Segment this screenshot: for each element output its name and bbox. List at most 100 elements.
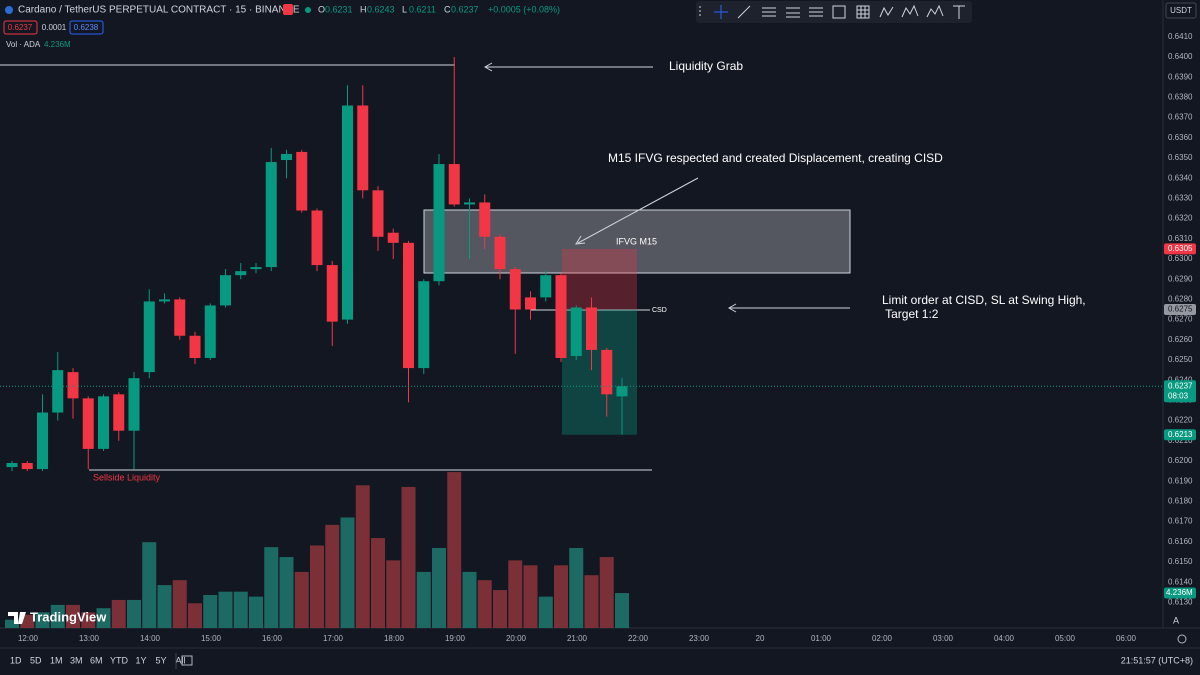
ohlc-label: L	[402, 4, 407, 14]
x-tick-label: 12:00	[18, 634, 39, 643]
currency-box[interactable]	[1165, 2, 1197, 19]
range-button[interactable]: 5Y	[156, 655, 167, 665]
candle-body	[403, 242, 414, 369]
market-status	[305, 7, 311, 13]
range-button[interactable]: 3M	[70, 655, 83, 665]
text-tool[interactable]	[953, 5, 965, 19]
candle-body	[479, 202, 491, 237]
position-tool[interactable]	[562, 248, 637, 435]
volume-bar	[264, 547, 279, 628]
range-button[interactable]: All	[176, 655, 186, 665]
x-tick-label: 20:00	[506, 634, 527, 643]
volume-bar	[508, 560, 523, 628]
volume-bar	[233, 591, 248, 628]
range-button[interactable]: 1Y	[136, 655, 147, 665]
x-tick-label: 04:00	[994, 634, 1015, 643]
ranges: 1D 5D 1M 3M 6M YTD 1Y 5Y All	[10, 655, 186, 665]
candle-body	[464, 202, 475, 205]
buy-box[interactable]	[69, 20, 104, 35]
volume-bar	[325, 524, 340, 628]
y-tick-label: 0.6160	[1168, 537, 1193, 546]
volume-tag: 4.236M	[1166, 588, 1193, 597]
entry-label: 0.6275	[1168, 305, 1193, 314]
candle-body	[555, 275, 567, 358]
rect-tool[interactable]	[832, 5, 846, 19]
volume-bar	[172, 580, 187, 628]
elliott-tool[interactable]	[926, 4, 944, 18]
range-button[interactable]: 6M	[90, 655, 103, 665]
settings-icon[interactable]	[1177, 634, 1187, 644]
channel-tool[interactable]	[786, 7, 800, 18]
entry-box	[1164, 304, 1196, 315]
fib-tool[interactable]	[762, 7, 776, 17]
candle-body	[540, 275, 552, 298]
candle-body	[296, 151, 308, 211]
volume-bar	[142, 542, 157, 628]
volume-bar	[35, 612, 50, 628]
table-tool[interactable]	[856, 5, 870, 19]
volume-bar	[294, 571, 309, 628]
symbol[interactable]: Cardano / TetherUS PERPETUAL CONTRACT · …	[18, 5, 300, 16]
volume-bar	[401, 486, 416, 628]
logo-icon	[8, 612, 26, 624]
y-tick-label: 0.6220	[1168, 416, 1193, 425]
y-tick-label: 0.6370	[1168, 113, 1193, 122]
candle-body	[311, 210, 323, 266]
x-tick-label: 22:00	[628, 634, 649, 643]
x-tick-label: 03:00	[933, 634, 954, 643]
path-tool[interactable]	[879, 6, 894, 18]
volume-tag-box	[1164, 587, 1196, 599]
calendar-icon[interactable]	[181, 655, 193, 666]
flag-icon[interactable]	[283, 4, 293, 15]
toolbar-icons[interactable]	[699, 4, 965, 19]
candle-body	[220, 275, 231, 306]
y-tick-label: 0.6380	[1168, 93, 1193, 102]
pitchfork-tool[interactable]	[809, 7, 823, 17]
y-tick-label: 0.6280	[1168, 295, 1193, 304]
auto-scale[interactable]: A	[1173, 615, 1179, 625]
ohlc-value: 0.6231	[325, 4, 353, 14]
arrow-head	[575, 235, 586, 245]
sell-price[interactable]: 0.6237	[8, 23, 33, 32]
candle-body	[204, 305, 216, 358]
pattern-tool[interactable]	[901, 4, 919, 18]
candle-body	[418, 281, 430, 369]
y-tick-label: 0.6260	[1168, 335, 1193, 344]
x-tick-label: 13:00	[79, 634, 100, 643]
annotation: Target 1:2	[882, 307, 939, 321]
sell-box[interactable]	[3, 20, 38, 35]
ohlc-label: O	[318, 4, 325, 14]
stop-zone	[562, 248, 637, 310]
range-button[interactable]: YTD	[110, 655, 129, 665]
crosshair-tool[interactable]	[714, 5, 728, 19]
y-tick-label: 0.6400	[1168, 52, 1193, 61]
x-tick-label: 02:00	[872, 634, 893, 643]
volume-bar	[66, 604, 80, 628]
volume-bar	[432, 547, 446, 628]
candle-body	[570, 307, 582, 356]
volume-bar	[50, 604, 65, 628]
arrow-line	[577, 177, 699, 244]
line-tool[interactable]	[737, 5, 751, 19]
x-tick-label: 17:00	[323, 634, 344, 643]
candle-body	[128, 378, 140, 431]
buy-price[interactable]: 0.6238	[74, 23, 99, 32]
range-button[interactable]: 1M	[50, 655, 63, 665]
currency[interactable]: USDT	[1170, 6, 1192, 15]
range-button[interactable]: 5D	[30, 655, 42, 665]
last-price-label: 0.6237	[1168, 381, 1193, 390]
candle-body	[494, 236, 506, 270]
candle-body	[509, 269, 521, 310]
volume-bar	[447, 472, 462, 628]
volume-bar	[96, 608, 111, 628]
volume-bar	[599, 557, 614, 628]
volume-bar	[340, 517, 355, 628]
logo: TradingView	[30, 609, 107, 624]
candle-body	[433, 164, 445, 282]
volume-bar	[188, 603, 202, 628]
ohlc-value: 0.6211	[409, 4, 436, 14]
candle-body	[601, 349, 613, 395]
range-button[interactable]: 1D	[10, 655, 22, 665]
countdown: 08:03	[1168, 391, 1189, 400]
